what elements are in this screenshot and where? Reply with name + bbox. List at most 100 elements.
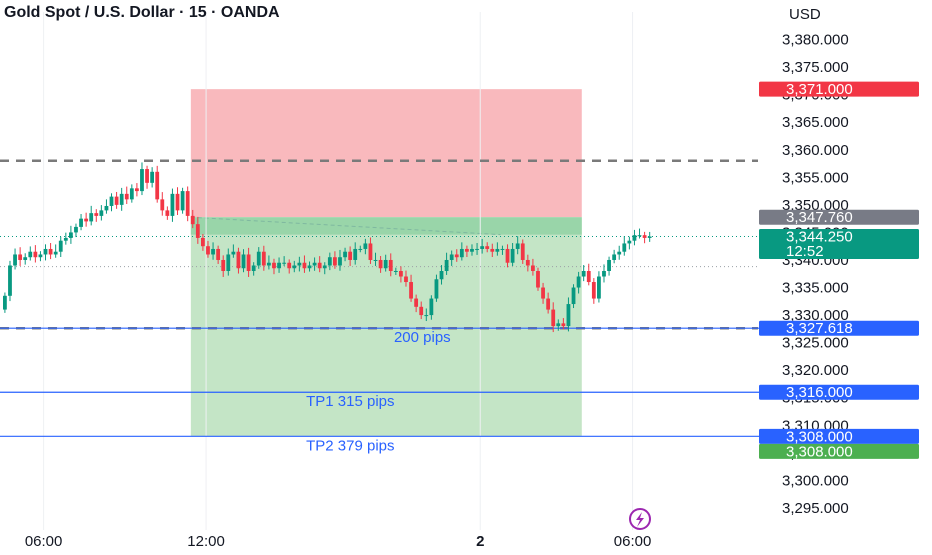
candle-up[interactable]	[637, 228, 642, 239]
candle-down[interactable]	[190, 209, 195, 229]
candle-down[interactable]	[388, 253, 393, 277]
candle-up[interactable]	[383, 254, 388, 272]
candle-up[interactable]	[393, 267, 398, 275]
candle-down[interactable]	[145, 165, 149, 189]
candle-up[interactable]	[617, 245, 622, 260]
candle-down[interactable]	[206, 240, 210, 258]
candle-up[interactable]	[602, 264, 606, 283]
candle-up[interactable]	[556, 319, 561, 331]
candle-up[interactable]	[424, 308, 429, 322]
candle-down[interactable]	[561, 318, 566, 330]
candle-up[interactable]	[307, 261, 312, 272]
candle-up[interactable]	[297, 256, 302, 272]
candle-up[interactable]	[449, 250, 454, 266]
candle-up[interactable]	[277, 257, 281, 273]
candle-up[interactable]	[439, 265, 444, 285]
candle-down[interactable]	[94, 209, 99, 222]
candle-down[interactable]	[591, 278, 596, 304]
candle-down[interactable]	[419, 301, 424, 320]
candle-up[interactable]	[43, 244, 48, 261]
take-profit-zone[interactable]	[190, 217, 582, 437]
candle-down[interactable]	[221, 255, 226, 277]
candle-up[interactable]	[515, 236, 520, 255]
candle-down[interactable]	[18, 247, 23, 266]
candle-down[interactable]	[216, 245, 221, 264]
candle-down[interactable]	[160, 192, 165, 216]
candle-up[interactable]	[322, 262, 327, 275]
candle-down[interactable]	[348, 246, 353, 266]
candle-down[interactable]	[378, 256, 383, 273]
candle-up[interactable]	[119, 187, 124, 211]
candle-up[interactable]	[58, 236, 63, 258]
candle-up[interactable]	[627, 236, 632, 250]
candle-down[interactable]	[465, 245, 469, 258]
candle-up[interactable]	[459, 242, 464, 261]
candle-down[interactable]	[536, 267, 540, 291]
candle-up[interactable]	[211, 242, 215, 260]
candle-up[interactable]	[180, 187, 185, 214]
candle-up[interactable]	[510, 243, 515, 267]
candle-down[interactable]	[454, 249, 459, 262]
candle-down[interactable]	[368, 237, 373, 264]
candle-up[interactable]	[343, 247, 347, 262]
candle-up[interactable]	[226, 248, 231, 276]
candle-up[interactable]	[353, 242, 358, 265]
candle-down[interactable]	[124, 186, 129, 204]
candle-down[interactable]	[302, 255, 307, 273]
candle-up[interactable]	[327, 252, 332, 271]
candle-down[interactable]	[272, 258, 276, 275]
candle-up[interactable]	[170, 188, 175, 222]
candle-up[interactable]	[251, 262, 256, 276]
candle-up[interactable]	[581, 265, 586, 282]
candle-up[interactable]	[99, 205, 104, 221]
candle-down[interactable]	[155, 165, 160, 203]
candle-up[interactable]	[470, 244, 474, 256]
candle-up[interactable]	[8, 260, 12, 302]
candle-down[interactable]	[261, 245, 266, 271]
candle-up[interactable]	[647, 231, 652, 242]
candle-down[interactable]	[195, 216, 200, 244]
candle-up[interactable]	[576, 271, 581, 294]
candle-down[interactable]	[485, 242, 490, 253]
candle-up[interactable]	[140, 162, 144, 196]
candle-down[interactable]	[520, 239, 525, 264]
candle-up[interactable]	[241, 249, 246, 273]
candle-up[interactable]	[363, 238, 368, 255]
candle-down[interactable]	[165, 206, 170, 220]
candle-up[interactable]	[23, 253, 28, 265]
candle-up[interactable]	[79, 214, 83, 231]
candle-up[interactable]	[13, 248, 17, 270]
candle-up[interactable]	[28, 246, 33, 261]
candle-down[interactable]	[490, 243, 495, 258]
candle-up[interactable]	[338, 249, 342, 271]
stop-loss-zone[interactable]	[190, 89, 582, 218]
candle-up[interactable]	[597, 271, 601, 303]
candle-down[interactable]	[409, 274, 413, 302]
candle-down[interactable]	[185, 186, 190, 222]
candle-up[interactable]	[231, 244, 236, 258]
candle-up[interactable]	[267, 255, 271, 270]
candle-up[interactable]	[256, 247, 261, 269]
candle-down[interactable]	[399, 266, 403, 283]
candle-down[interactable]	[84, 212, 89, 227]
candle-down[interactable]	[505, 244, 510, 268]
candle-up[interactable]	[444, 252, 449, 275]
candle-down[interactable]	[404, 270, 408, 287]
candle-down[interactable]	[48, 243, 53, 260]
candle-down[interactable]	[531, 258, 535, 276]
candle-up[interactable]	[475, 243, 479, 255]
candle-down[interactable]	[546, 292, 551, 314]
candle-up[interactable]	[566, 297, 571, 332]
candle-up[interactable]	[74, 223, 78, 238]
candle-up[interactable]	[358, 245, 363, 253]
candle-down[interactable]	[586, 263, 591, 286]
candle-down[interactable]	[201, 233, 205, 251]
candle-down[interactable]	[551, 302, 556, 333]
candle-up[interactable]	[622, 236, 627, 256]
candle-up[interactable]	[607, 256, 611, 276]
candle-down[interactable]	[525, 254, 530, 272]
candle-up[interactable]	[109, 193, 114, 212]
candle-up[interactable]	[53, 244, 58, 258]
